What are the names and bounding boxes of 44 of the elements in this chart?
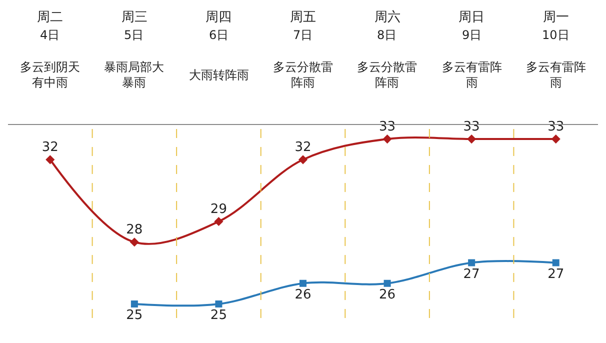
- text: 多云有雷阵雨: [442, 60, 502, 90]
- point: [214, 216, 224, 226]
- data-label: 25: [210, 308, 227, 324]
- point: [384, 280, 391, 287]
- x-tick-label: 周五: [290, 10, 316, 25]
- text: 大雨转阵雨: [189, 68, 249, 82]
- data-label: 32: [294, 140, 312, 156]
- point: [130, 238, 139, 247]
- data-label: 29: [210, 202, 227, 217]
- data-label: 26: [294, 287, 312, 302]
- x-tick-label: 周三: [121, 10, 148, 25]
- point: [382, 134, 392, 144]
- point: [215, 300, 222, 308]
- x-tick-label: 周六: [374, 10, 400, 25]
- point: [300, 280, 306, 287]
- point: [467, 134, 476, 144]
- text: 多云分散雷阵雨: [357, 60, 417, 90]
- data-label: 28: [126, 222, 143, 238]
- text: 6日: [209, 28, 229, 42]
- data-label: 32: [42, 140, 58, 156]
- text: 多云分散雷阵雨: [273, 60, 333, 90]
- text: 7日: [293, 28, 313, 42]
- point: [551, 134, 560, 144]
- point: [130, 300, 138, 308]
- x-tick-label: 周四: [206, 10, 232, 25]
- x-tick-label: 周二: [37, 10, 64, 25]
- text: 多云有雷阵雨: [526, 60, 586, 90]
- point: [46, 155, 55, 164]
- text: 9日: [462, 28, 482, 42]
- text: 4日: [40, 28, 60, 42]
- text: 8日: [377, 28, 397, 42]
- text: 5日: [124, 28, 144, 42]
- point: [552, 259, 560, 266]
- text: 多云到阴天有中雨: [20, 60, 80, 90]
- data-label: 25: [126, 308, 143, 324]
- data-label: 27: [463, 266, 480, 282]
- data-label: 26: [379, 287, 396, 302]
- point: [468, 259, 476, 266]
- point: [298, 155, 308, 164]
- data-label: 27: [548, 266, 564, 282]
- text: 10日: [542, 28, 570, 42]
- x-tick-label: 周日: [458, 10, 485, 25]
- text: 暴雨局部大暴雨: [104, 60, 164, 90]
- x-tick-label: 周一: [542, 10, 569, 25]
